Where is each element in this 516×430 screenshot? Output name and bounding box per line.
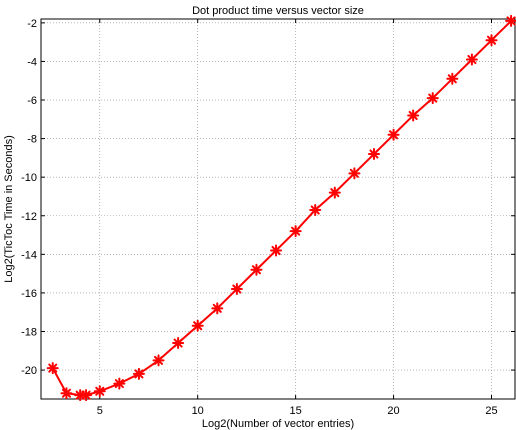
asterisk-marker-stroke (271, 245, 281, 256)
x-tick-label: 15 (290, 405, 302, 417)
plot-area (41, 19, 515, 399)
asterisk-marker-stroke (467, 54, 477, 65)
data-point (348, 167, 361, 180)
data-point (230, 283, 243, 296)
x-axis-title: Log2(Number of vector entries) (202, 418, 354, 430)
axes-frame (40, 18, 516, 400)
data-point (152, 354, 165, 367)
asterisk-marker-stroke (173, 338, 183, 348)
asterisk-marker-stroke (153, 355, 164, 365)
asterisk-marker-stroke (114, 379, 124, 389)
data-point (191, 319, 204, 332)
data-point (93, 385, 106, 398)
y-tick-label: -8 (27, 134, 37, 146)
chart-title: Dot product time versus vector size (192, 5, 364, 17)
asterisk-marker-stroke (408, 110, 418, 120)
data-point (387, 128, 400, 141)
series-layer (46, 14, 516, 402)
y-tick-label: -10 (21, 172, 37, 184)
asterisk-marker-stroke (506, 16, 516, 26)
asterisk-marker-stroke (310, 205, 320, 215)
y-tick-label: -18 (21, 326, 37, 338)
asterisk-marker-stroke (291, 226, 301, 236)
asterisk-marker-stroke (369, 149, 379, 159)
asterisk-marker-stroke (486, 35, 497, 45)
data-point (407, 109, 420, 122)
asterisk-marker-stroke (48, 363, 58, 373)
asterisk-marker-stroke (251, 265, 261, 275)
data-point (250, 263, 263, 276)
grid-layer (41, 19, 515, 399)
data-point (172, 337, 185, 350)
data-point (309, 203, 322, 216)
asterisk-marker-stroke (134, 369, 144, 379)
data-point (367, 148, 380, 161)
data-point (80, 389, 93, 402)
asterisk-marker-stroke (61, 388, 71, 398)
data-point (328, 186, 341, 199)
data-point (426, 92, 439, 105)
asterisk-marker-stroke (193, 321, 203, 331)
data-point (465, 53, 478, 66)
asterisk-marker-stroke (212, 303, 222, 313)
data-point (505, 14, 516, 27)
asterisk-marker-stroke (81, 390, 91, 400)
asterisk-marker-stroke (447, 74, 457, 84)
y-tick-label: -14 (21, 249, 37, 261)
asterisk-marker-stroke (389, 130, 399, 140)
y-tick-label: -6 (27, 95, 37, 107)
data-point (60, 387, 73, 400)
asterisk-marker-stroke (330, 188, 340, 198)
data-point (289, 225, 302, 238)
y-tick-label: -20 (21, 365, 37, 377)
y-axis-title: Log2(TicToc Time in Seconds) (3, 135, 15, 283)
data-point (113, 377, 126, 390)
data-point (132, 367, 145, 380)
y-tick-label: -12 (21, 211, 37, 223)
data-point (446, 72, 459, 85)
asterisk-marker-stroke (349, 168, 359, 178)
data-point (485, 34, 498, 47)
data-point (211, 302, 224, 315)
y-tick-label: -2 (27, 18, 37, 30)
y-tick-label: -16 (21, 288, 37, 300)
x-tick-label: 20 (387, 405, 399, 417)
x-tick-label: 10 (192, 405, 204, 417)
x-tick-label: 25 (485, 405, 497, 417)
y-tick-label: -4 (27, 56, 37, 68)
asterisk-marker-stroke (428, 93, 438, 103)
x-tick-label: 5 (97, 405, 103, 417)
tick-layer: 5 10 15 20 25 -20 -18 -16 -14 -12 -10 -8 -6 -4 -2 (21, 18, 515, 417)
data-point (270, 244, 283, 257)
asterisk-marker-stroke (232, 284, 242, 294)
data-point (46, 362, 59, 375)
asterisk-marker-stroke (95, 386, 105, 396)
